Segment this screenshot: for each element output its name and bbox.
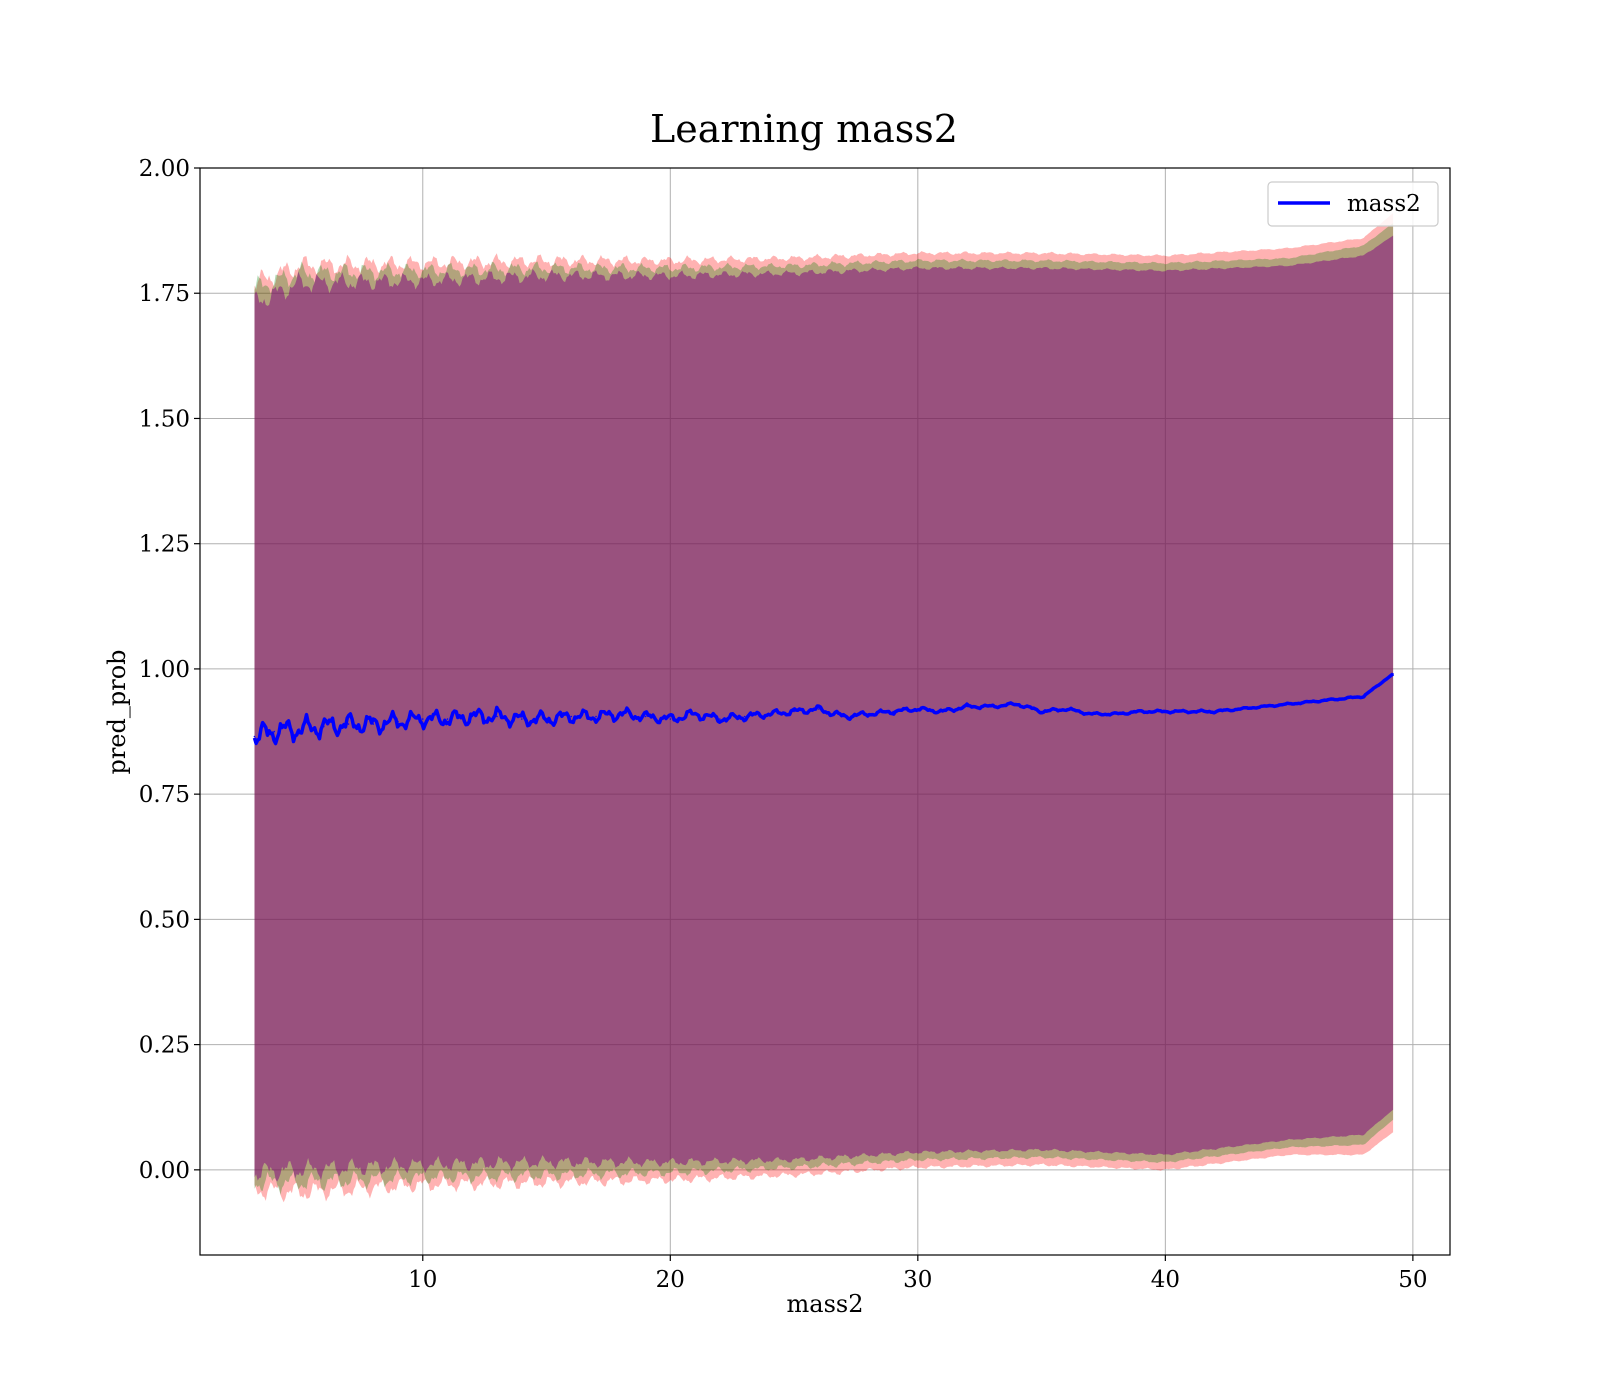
data-point (520, 718, 523, 720)
data-point (273, 730, 276, 733)
y-tick-label: 0.50 (139, 907, 190, 933)
data-point (768, 713, 771, 715)
data-point (322, 725, 325, 728)
data-point (570, 715, 573, 718)
data-point (867, 713, 870, 715)
data-point (1288, 703, 1290, 705)
data-point (793, 710, 795, 713)
data-point (1362, 695, 1365, 698)
data-point (619, 713, 622, 715)
x-tick-label: 30 (903, 1267, 932, 1293)
data-point (347, 723, 350, 725)
data-point (917, 708, 919, 710)
data-point (298, 728, 300, 730)
data-point (941, 710, 944, 713)
y-tick-label: 1.00 (139, 657, 190, 683)
band-layer (254, 213, 1394, 1203)
data-point (1214, 710, 1216, 713)
legend-box (1267, 181, 1439, 227)
data-point (644, 715, 647, 718)
data-point (1016, 703, 1018, 705)
data-point (446, 718, 449, 720)
tick-layer: 10 20 30 40 50 0.00 0.25 0.50 0.75 1.00 1.25 1.50 1.… (139, 156, 1428, 1293)
data-point (545, 718, 548, 720)
data-point (1337, 698, 1340, 700)
data-point (595, 715, 597, 718)
y-tick-label: 0.00 (139, 1158, 190, 1184)
legend-label-mass2: mass2 (1347, 191, 1421, 217)
chart-title: Learning mass2 (650, 107, 958, 151)
data-point (1313, 700, 1315, 703)
y-tick-label: 0.75 (139, 782, 190, 808)
data-point (743, 715, 746, 718)
data-point (669, 718, 672, 720)
data-point (966, 705, 969, 708)
x-tick-label: 40 (1151, 1267, 1180, 1293)
data-point (1392, 673, 1394, 675)
data-point (1115, 713, 1117, 715)
data-point (1164, 710, 1167, 713)
data-point (991, 705, 993, 708)
data-point (892, 710, 894, 713)
data-point (1263, 705, 1266, 708)
plot-frame (199, 167, 1451, 1256)
data-point (1040, 710, 1043, 713)
data-point (253, 735, 256, 738)
data-point (694, 713, 696, 715)
data-point (719, 718, 721, 720)
y-tick-label: 1.50 (139, 406, 190, 432)
line-layer (252, 672, 1395, 746)
x-tick-label: 10 (408, 1267, 437, 1293)
y-axis-label: pred_prob (103, 649, 131, 774)
confidence-band (254, 235, 1394, 1182)
data-point (1090, 713, 1092, 715)
data-point (1238, 708, 1241, 710)
y-tick-label: 0.25 (139, 1033, 190, 1059)
y-tick-label: 1.25 (139, 532, 190, 558)
data-point (1065, 708, 1068, 710)
y-tick-label: 1.75 (139, 281, 190, 307)
data-point (818, 708, 820, 710)
x-tick-label: 20 (656, 1267, 685, 1293)
data-point (372, 723, 375, 725)
y-tick-label: 2.00 (139, 156, 190, 182)
data-point (842, 715, 845, 718)
data-point (1189, 710, 1191, 713)
legend: mass2 (1267, 181, 1439, 227)
data-point (421, 718, 424, 720)
x-axis-label: mass2 (787, 1290, 864, 1318)
data-point (397, 720, 399, 723)
series-line-mass2 (252, 672, 1395, 746)
data-point (471, 715, 474, 718)
x-tick-label: 50 (1398, 1267, 1427, 1293)
data-point (496, 715, 498, 718)
data-point (1139, 710, 1142, 713)
